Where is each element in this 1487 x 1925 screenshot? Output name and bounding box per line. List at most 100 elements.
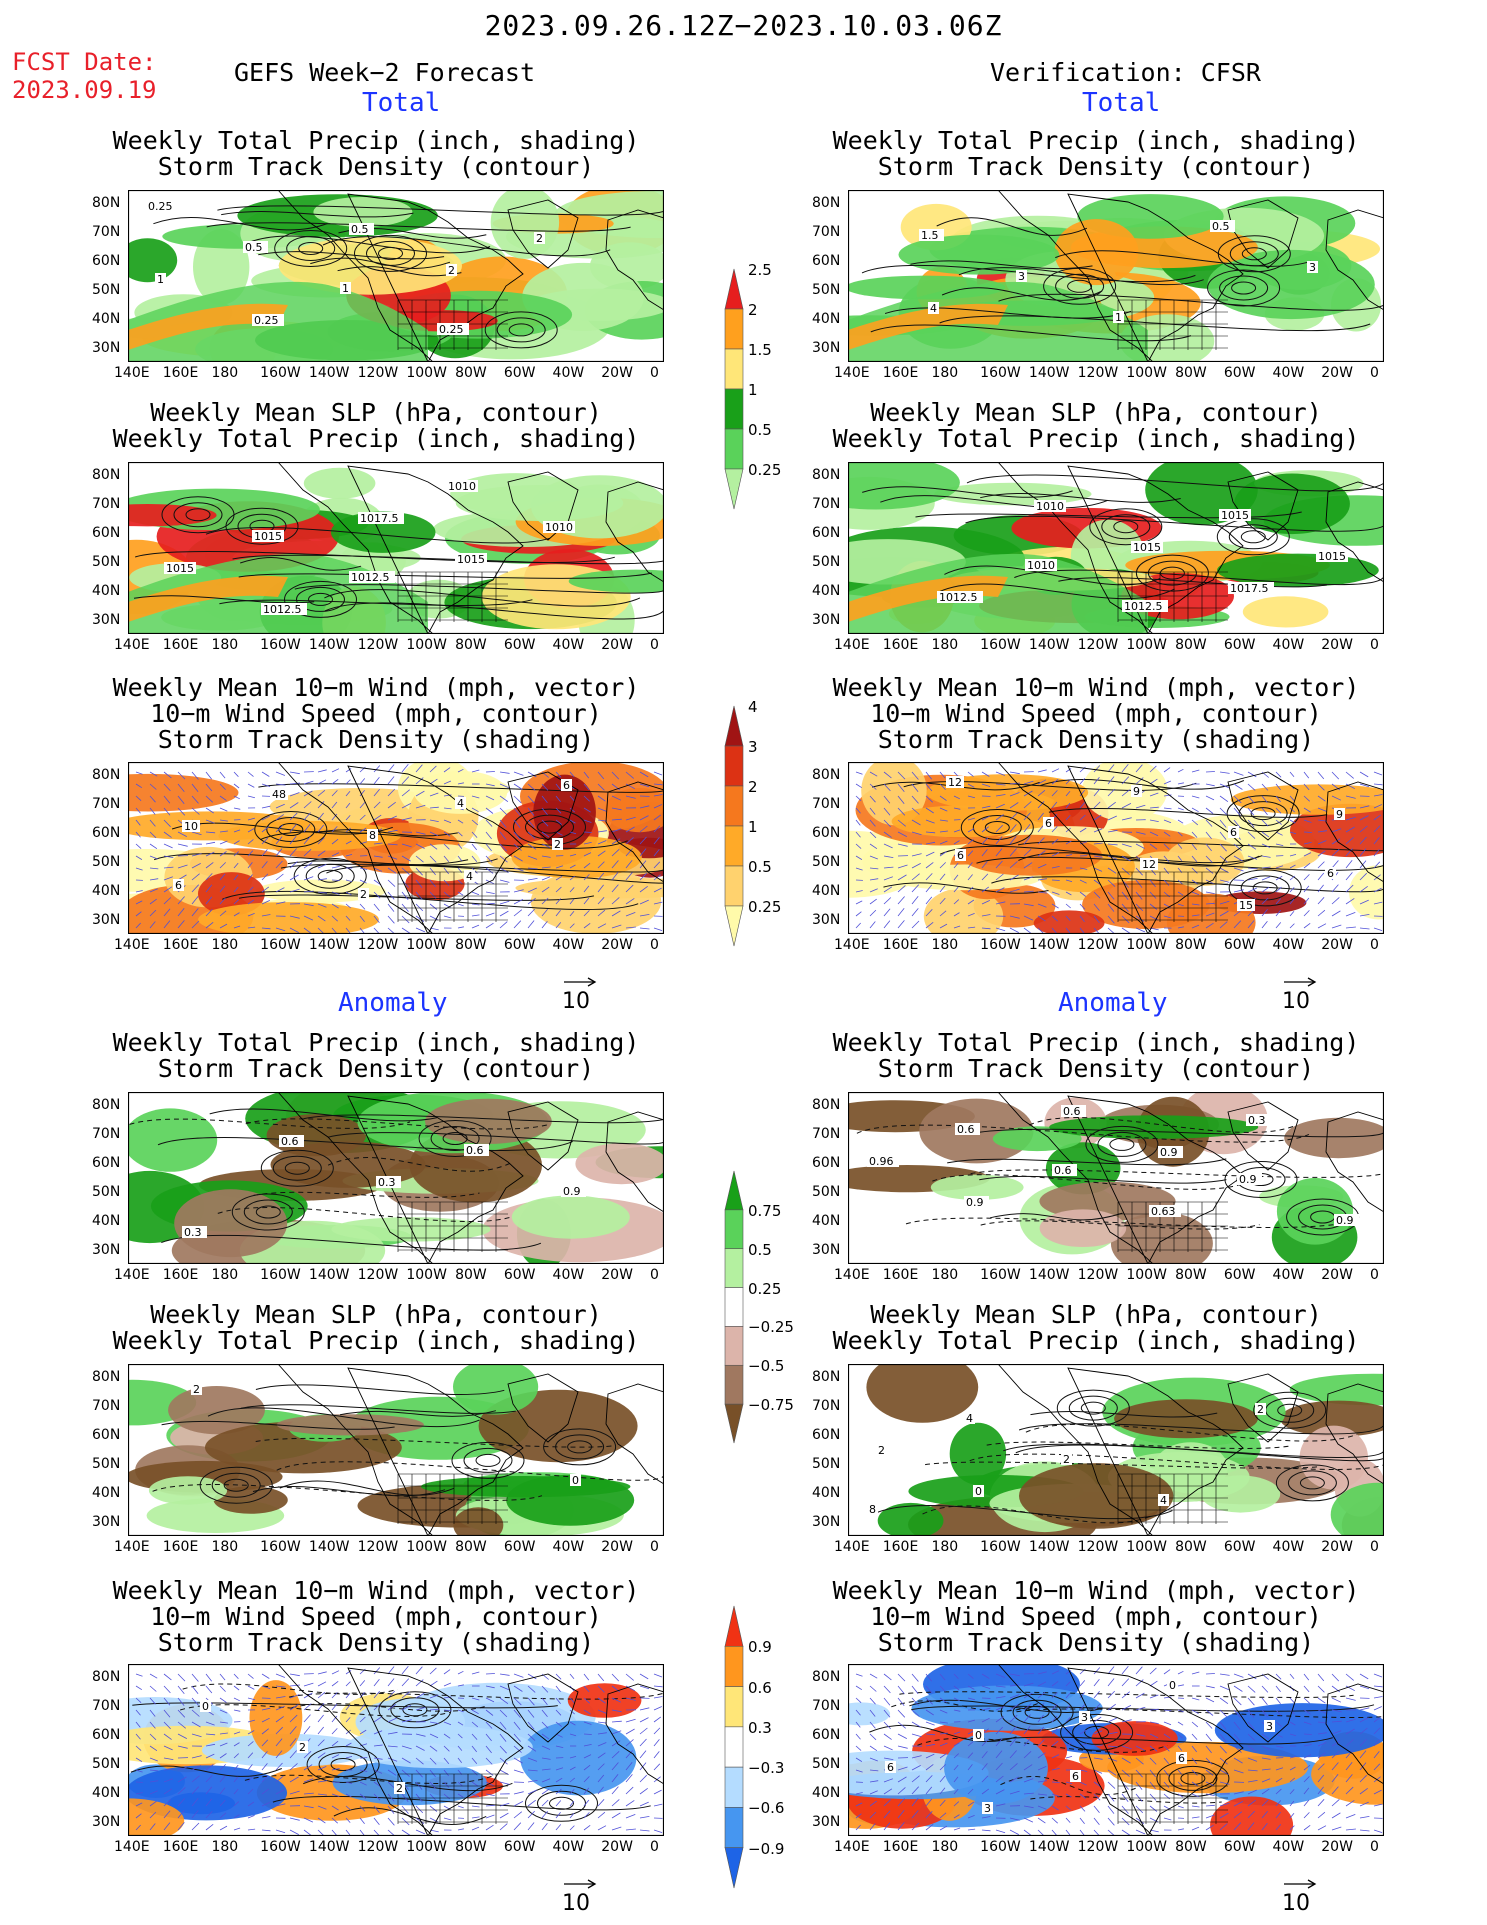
shading-region bbox=[453, 1507, 504, 1536]
contour-label-bg bbox=[146, 200, 178, 212]
shading-region bbox=[148, 1476, 228, 1505]
contour-label: 1015 bbox=[254, 530, 282, 543]
wind-vector bbox=[1079, 1680, 1086, 1687]
wind-vector bbox=[1177, 1733, 1183, 1739]
wind-vector bbox=[471, 843, 478, 851]
wind-vector bbox=[639, 1673, 649, 1680]
wind-vector bbox=[1149, 1694, 1159, 1699]
contour-label-bg bbox=[1052, 1164, 1077, 1176]
wind-vector bbox=[205, 1811, 213, 1819]
coastline bbox=[1227, 1373, 1299, 1443]
lon-tick-label: 100W bbox=[1126, 1267, 1167, 1283]
wind-vector bbox=[1233, 771, 1244, 776]
contour-label: 1 bbox=[342, 282, 349, 295]
wind-vector bbox=[247, 850, 254, 857]
shading-region bbox=[1082, 762, 1168, 822]
lon-tick-label: 180 bbox=[211, 637, 239, 653]
coastline bbox=[507, 1373, 579, 1443]
wind-vector bbox=[995, 1705, 1005, 1711]
wind-vector bbox=[1107, 1757, 1118, 1762]
wind-vector bbox=[485, 1757, 493, 1765]
wind-vector bbox=[1247, 843, 1257, 850]
lon-tick-label: 40W bbox=[1272, 1267, 1305, 1283]
wind-vector bbox=[569, 1800, 575, 1807]
lat-tick-label: 50N bbox=[812, 282, 841, 298]
contour-line bbox=[1216, 518, 1290, 556]
wind-vector bbox=[135, 922, 141, 929]
wind-vector bbox=[1373, 783, 1383, 786]
wind-vector bbox=[1163, 819, 1172, 824]
contour-label-bg bbox=[1264, 1720, 1275, 1732]
wind-vector bbox=[485, 1685, 495, 1689]
wind-vector bbox=[1219, 921, 1228, 929]
wind-vector bbox=[1009, 1763, 1018, 1771]
contour-label: 0.3 bbox=[184, 1226, 202, 1239]
contour-line bbox=[1228, 869, 1302, 907]
wind-vector bbox=[303, 1714, 311, 1723]
wind-vector bbox=[597, 1732, 607, 1735]
lat-tick-label: 70N bbox=[812, 796, 841, 812]
wind-vector bbox=[611, 1826, 622, 1831]
wind-vector bbox=[541, 897, 549, 905]
wind-vector bbox=[911, 920, 920, 929]
wind-vector bbox=[317, 1805, 327, 1810]
contour-label: 6 bbox=[887, 1761, 894, 1774]
wind-vector bbox=[541, 1685, 549, 1693]
wind-vector bbox=[471, 891, 480, 896]
wind-vector bbox=[869, 1823, 876, 1831]
wind-vector bbox=[1303, 1733, 1312, 1735]
vector-ref-label: 10 bbox=[562, 1891, 590, 1916]
wind-vector bbox=[345, 1793, 352, 1798]
wind-vector bbox=[471, 914, 480, 917]
wind-vector bbox=[1023, 890, 1034, 893]
wind-vector bbox=[611, 771, 620, 780]
wind-vector bbox=[611, 1812, 621, 1819]
shading-region bbox=[278, 237, 462, 295]
wind-vector bbox=[499, 831, 507, 840]
wind-vector bbox=[1289, 1812, 1295, 1819]
wind-vector bbox=[1009, 835, 1017, 845]
map-frame bbox=[128, 462, 664, 634]
wind-vector bbox=[1037, 864, 1047, 869]
wind-vector bbox=[597, 1721, 608, 1724]
wind-vector bbox=[1205, 783, 1215, 787]
wind-vector bbox=[261, 1673, 270, 1679]
contour-line bbox=[310, 257, 451, 269]
wind-vector bbox=[163, 1810, 171, 1819]
colorbar-label: 0.3 bbox=[748, 1718, 772, 1737]
wind-vector bbox=[1303, 842, 1312, 845]
contour-line bbox=[513, 808, 586, 846]
wind-vector bbox=[499, 1709, 508, 1718]
wind-vector bbox=[653, 1685, 663, 1688]
wind-vector bbox=[191, 1721, 201, 1728]
wind-vector bbox=[995, 1726, 1003, 1735]
wind-vector bbox=[1289, 1673, 1295, 1680]
shading-region bbox=[575, 1143, 664, 1185]
wind-vector bbox=[471, 831, 478, 838]
wind-vector bbox=[1289, 887, 1295, 893]
wind-vector bbox=[597, 819, 608, 822]
contour-line bbox=[939, 845, 1263, 864]
wind-vector bbox=[1163, 1817, 1172, 1821]
shading-region bbox=[1289, 1373, 1384, 1406]
wind-vector bbox=[289, 1714, 298, 1723]
wind-vector bbox=[869, 771, 878, 777]
wind-vector bbox=[869, 1697, 876, 1705]
wind-vector bbox=[1247, 1685, 1256, 1693]
wind-vector bbox=[639, 1762, 647, 1771]
wind-vector bbox=[967, 1719, 976, 1723]
contour-line bbox=[549, 1796, 574, 1810]
wind-vector bbox=[275, 1750, 283, 1759]
wind-vector bbox=[925, 841, 936, 845]
wind-vector bbox=[1317, 1786, 1324, 1795]
coastline bbox=[507, 199, 579, 269]
wind-vector bbox=[1149, 778, 1158, 785]
wind-vector bbox=[1163, 1769, 1170, 1777]
wind-vector bbox=[219, 1685, 226, 1692]
shading-region bbox=[174, 1189, 288, 1258]
contour-line bbox=[255, 1384, 505, 1395]
contour-label: 6 bbox=[175, 879, 182, 892]
wind-vector bbox=[1163, 843, 1170, 850]
wind-vector bbox=[625, 795, 636, 799]
